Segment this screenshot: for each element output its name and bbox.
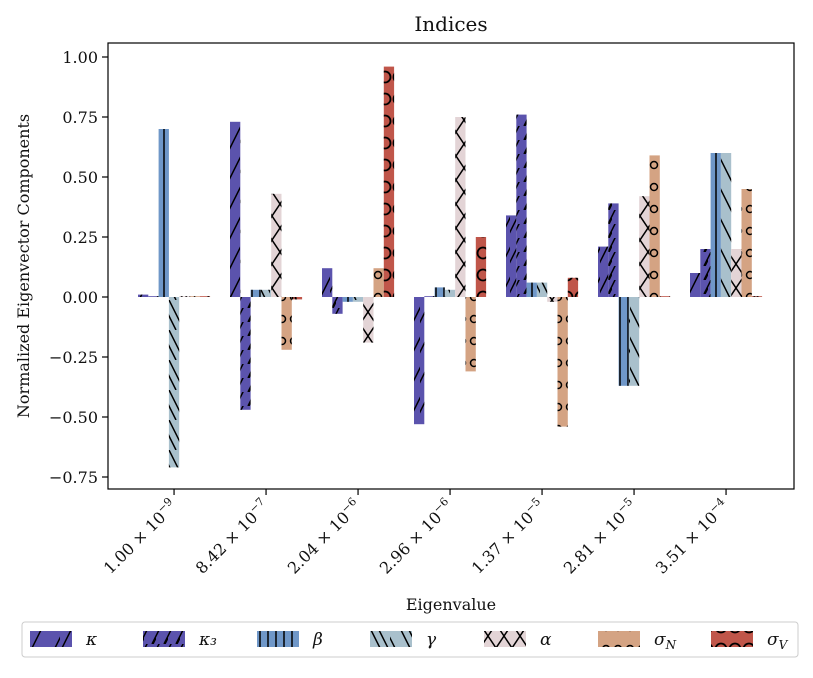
y-tick-label: −0.50	[49, 408, 98, 427]
bar-hatch-s7-c3	[383, 66, 395, 297]
legend-swatch-hatch-6	[598, 631, 640, 647]
bar-hatch-s3-c1	[158, 129, 169, 297]
bar-hatch-s2-c6	[608, 203, 619, 297]
bar-hatch-s4-c3	[352, 297, 364, 302]
legend-swatch-hatch-7	[711, 631, 753, 647]
bar-hatch-s3-c5	[526, 282, 537, 297]
bar-hatch-s4-c4	[444, 289, 456, 297]
bar-hatch-s7-c7	[751, 296, 763, 297]
legend-label-1: κ	[85, 630, 97, 650]
y-axis: −0.75 −0.50 −0.25 0.00 0.25 0.50 0.75 1.00	[49, 48, 108, 487]
y-tick-label: 0.00	[62, 288, 98, 307]
bar-hatch-s3-c4	[434, 287, 445, 297]
bar-hatch-s3-c3	[342, 297, 353, 302]
y-tick-label: 0.50	[62, 168, 98, 187]
legend-swatch-hatch-4	[370, 631, 412, 647]
bar-hatch-s1-c2	[230, 121, 241, 297]
legend-label-3: β	[312, 630, 323, 650]
bar-hatch-s4-c5	[536, 282, 548, 297]
series-6	[189, 155, 752, 427]
bar-hatch-s2-c5	[516, 114, 527, 297]
bar-hatch-s6-c2	[281, 297, 292, 350]
chart-title: Indices	[414, 12, 487, 36]
bar-hatch-s4-c2	[260, 289, 272, 297]
bar-hatch-s6-c5	[557, 297, 568, 427]
bar-hatch-s5-c6	[639, 196, 650, 297]
bars-layer	[138, 66, 763, 468]
y-tick-label: −0.25	[49, 348, 98, 367]
bar-hatch-s7-c2	[291, 297, 303, 300]
bar-hatch-s4-c7	[720, 153, 732, 297]
legend-label-6: σN	[654, 630, 677, 652]
bar-hatch-s6-c4	[465, 297, 476, 372]
bar-hatch-s6-c6	[649, 155, 660, 297]
legend-label-2: κ₃	[198, 630, 217, 650]
x-tick-label: 2.04 × 10−6	[282, 495, 365, 578]
bar-hatch-s1-c4	[414, 297, 425, 425]
series-7	[199, 66, 763, 300]
bar-hatch-s1-c7	[690, 273, 701, 297]
bar-hatch-s5-c2	[271, 193, 282, 297]
bar-hatch-s7-c5	[567, 277, 579, 297]
bar-hatch-s4-c1	[168, 297, 180, 468]
bar-hatch-s7-c1	[199, 296, 211, 297]
x-axis-label: Eigenvalue	[406, 595, 496, 614]
bar-hatch-s2-c4	[424, 296, 435, 297]
bar-hatch-s5-c3	[363, 297, 374, 343]
x-tick-label: 1.00 × 10−9	[98, 495, 181, 578]
legend-swatch-hatch-3	[257, 631, 299, 647]
bar-hatch-s7-c6	[659, 296, 671, 297]
y-axis-label: Normalized Eigenvector Components	[14, 114, 33, 418]
legend-swatch-hatch-1	[30, 631, 72, 647]
bar-hatch-s2-c7	[700, 249, 711, 297]
bar-hatch-s6-c7	[741, 189, 752, 297]
series-5	[179, 117, 742, 343]
bar-hatch-s1-c6	[598, 246, 609, 297]
bar-hatch-s3-c6	[618, 297, 629, 386]
y-tick-label: −0.75	[49, 468, 98, 487]
bar-hatch-s1-c5	[506, 215, 517, 297]
bar-hatch-s1-c1	[138, 294, 149, 297]
x-tick-label: 2.81 × 10−5	[558, 495, 641, 578]
bar-hatch-s2-c3	[332, 297, 343, 314]
x-tick-label: 8.42 × 10−7	[190, 495, 273, 578]
bar-hatch-s3-c2	[250, 289, 261, 297]
bar-hatch-s2-c1	[148, 296, 159, 297]
series-2	[148, 114, 711, 410]
y-tick-label: 1.00	[62, 48, 98, 67]
bar-hatch-s5-c5	[547, 297, 558, 302]
bar-hatch-s7-c4	[475, 237, 487, 297]
bar-hatch-s1-c3	[322, 268, 333, 297]
bar-hatch-s5-c1	[179, 296, 190, 297]
legend-label-7: σV	[767, 630, 789, 652]
bar-hatch-s6-c1	[189, 296, 200, 297]
bar-hatch-s6-c3	[373, 268, 384, 297]
x-axis: 1.00 × 10−98.42 × 10−72.04 × 10−62.96 × …	[98, 489, 733, 578]
x-tick-label: 2.96 × 10−6	[374, 495, 457, 578]
legend: κ κ₃ β γ α σN σV	[21, 621, 799, 658]
legend-label-5: α	[540, 630, 552, 650]
legend-label-4: γ	[426, 630, 437, 650]
y-tick-label: 0.75	[62, 108, 98, 127]
series-1	[138, 121, 701, 425]
x-tick-label: 1.37 × 10−5	[466, 495, 549, 578]
bar-hatch-s3-c7	[710, 153, 721, 297]
y-tick-label: 0.25	[62, 228, 98, 247]
bar-hatch-s2-c2	[240, 297, 251, 410]
x-tick-label: 3.51 × 10−4	[650, 495, 733, 578]
legend-swatch-hatch-2	[143, 631, 185, 647]
series-3	[158, 129, 721, 386]
plot-frame	[107, 42, 795, 490]
legend-swatch-hatch-5	[484, 631, 526, 647]
bar-hatch-s5-c4	[455, 117, 466, 297]
bar-hatch-s5-c7	[731, 249, 742, 297]
bar-hatch-s4-c6	[628, 297, 640, 386]
series-4	[168, 153, 732, 468]
